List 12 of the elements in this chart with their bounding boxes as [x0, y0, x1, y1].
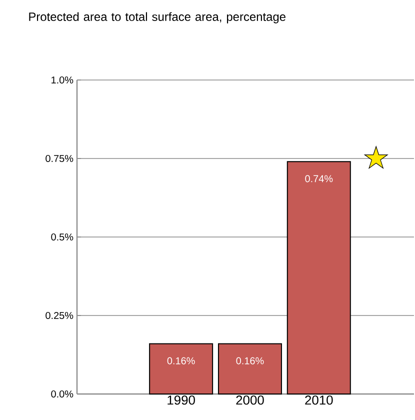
y-tick-label: 0.75% — [46, 154, 74, 162]
chart-title: Protected area to total surface area, percentage — [29, 12, 286, 24]
x-tick-label: 2010 — [305, 396, 333, 405]
y-tick-label: 0.25% — [46, 312, 74, 320]
data-label: 0.16% — [236, 357, 264, 364]
data-label: 0.16% — [168, 357, 196, 364]
y-tick-label: 0.0% — [51, 390, 74, 398]
y-tick-label: 0.5% — [51, 233, 74, 241]
x-tick-label: 2000 — [236, 396, 264, 405]
data-label: 0.74% — [305, 175, 333, 182]
x-tick-label: 1990 — [168, 396, 196, 405]
y-tick-label: 1.0% — [52, 76, 74, 84]
